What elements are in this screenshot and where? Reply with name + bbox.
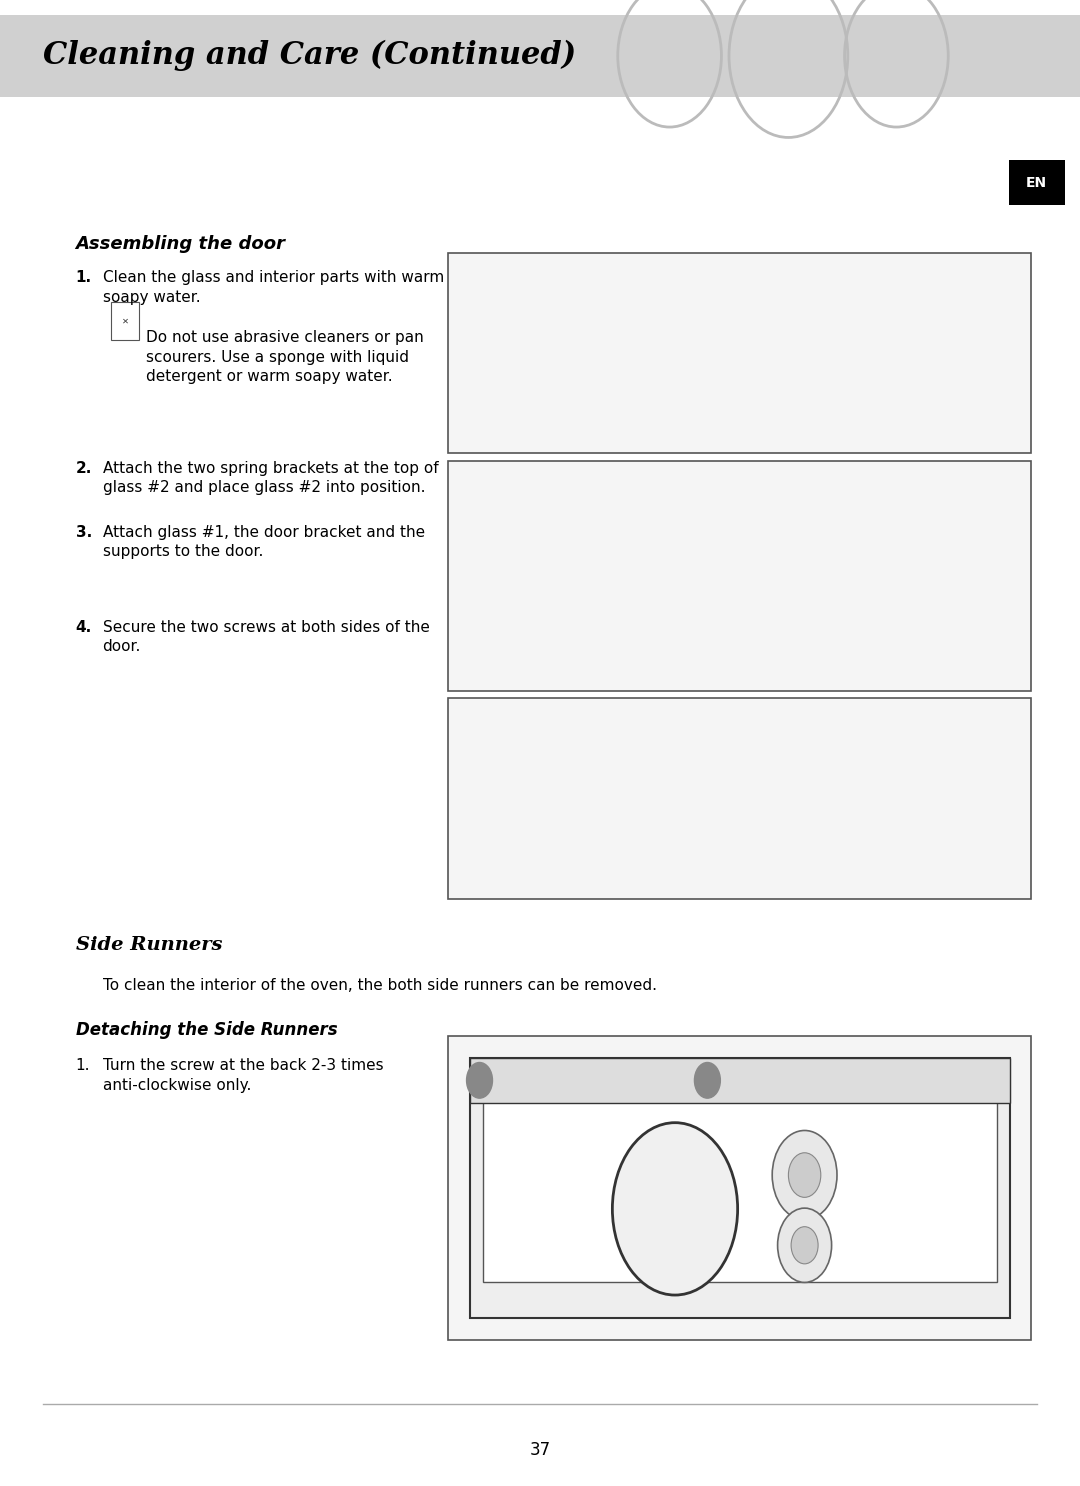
Circle shape	[791, 1227, 819, 1263]
Circle shape	[694, 1062, 720, 1098]
Text: ✕: ✕	[122, 317, 129, 325]
Text: Secure the two screws at both sides of the
door.: Secure the two screws at both sides of t…	[103, 620, 430, 654]
Circle shape	[788, 1153, 821, 1198]
FancyBboxPatch shape	[448, 698, 1031, 899]
Text: Side Runners: Side Runners	[76, 936, 222, 954]
Text: To clean the interior of the oven, the both side runners can be removed.: To clean the interior of the oven, the b…	[103, 978, 657, 993]
Text: Assembling the door: Assembling the door	[76, 235, 285, 253]
Text: Turn the screw at the back 2-3 times
anti-clockwise only.: Turn the screw at the back 2-3 times ant…	[103, 1058, 383, 1092]
FancyBboxPatch shape	[111, 302, 139, 340]
Text: 3.: 3.	[76, 525, 92, 539]
FancyBboxPatch shape	[448, 253, 1031, 453]
Circle shape	[772, 1131, 837, 1220]
Text: EN: EN	[1026, 175, 1048, 190]
Text: 4.: 4.	[76, 620, 92, 635]
Text: Do not use abrasive cleaners or pan
scourers. Use a sponge with liquid
detergent: Do not use abrasive cleaners or pan scou…	[146, 330, 423, 385]
FancyBboxPatch shape	[483, 1076, 997, 1282]
FancyBboxPatch shape	[448, 461, 1031, 691]
Text: Attach the two spring brackets at the top of
glass #2 and place glass #2 into po: Attach the two spring brackets at the to…	[103, 461, 438, 495]
Text: Cleaning and Care (Continued): Cleaning and Care (Continued)	[43, 40, 577, 71]
FancyBboxPatch shape	[448, 1036, 1031, 1340]
FancyBboxPatch shape	[470, 1058, 1010, 1318]
Text: 1.: 1.	[76, 270, 92, 285]
Text: 2.: 2.	[76, 461, 92, 476]
Circle shape	[778, 1208, 832, 1282]
Circle shape	[612, 1123, 738, 1294]
FancyBboxPatch shape	[1009, 160, 1065, 205]
Text: Clean the glass and interior parts with warm
soapy water.: Clean the glass and interior parts with …	[103, 270, 444, 305]
Text: 1.: 1.	[76, 1058, 90, 1073]
FancyBboxPatch shape	[470, 1058, 1010, 1103]
Circle shape	[467, 1062, 492, 1098]
Text: Detaching the Side Runners: Detaching the Side Runners	[76, 1021, 337, 1039]
Text: Attach glass #1, the door bracket and the
supports to the door.: Attach glass #1, the door bracket and th…	[103, 525, 424, 559]
FancyBboxPatch shape	[0, 15, 1080, 97]
Text: 37: 37	[529, 1441, 551, 1459]
